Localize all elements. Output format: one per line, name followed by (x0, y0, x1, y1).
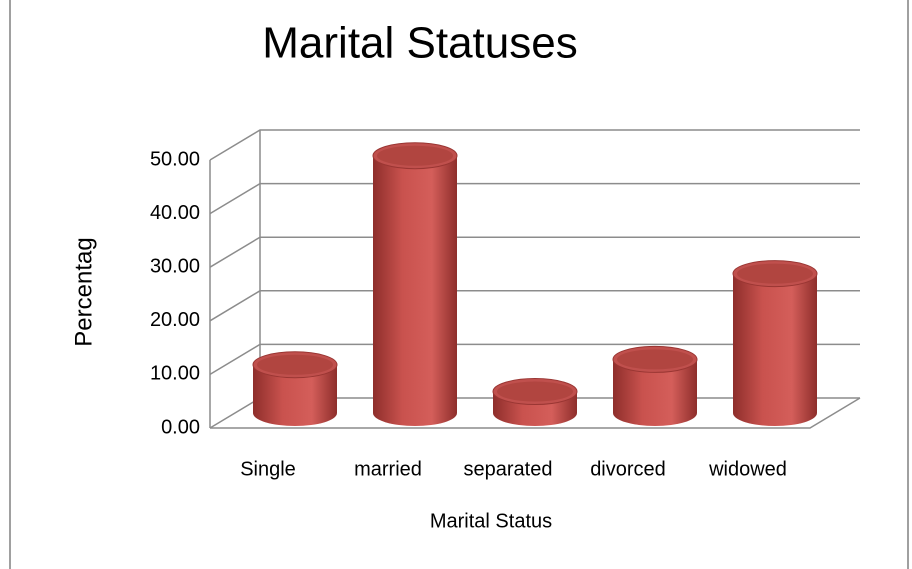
bar-top-shade (497, 381, 573, 402)
grid-line (209, 343, 860, 376)
grid-line (209, 182, 860, 215)
chart-title: Marital Statuses (262, 19, 577, 68)
grid-line (209, 129, 860, 161)
bar (253, 364, 337, 426)
x-tick-label: widowed (708, 458, 787, 480)
y-tick-label: 10.00 (150, 363, 200, 385)
y-tick-label: 50.00 (150, 148, 200, 170)
bar-top-shade (737, 263, 813, 284)
floor (210, 397, 861, 429)
bar (613, 359, 697, 426)
x-tick-label: married (354, 458, 422, 480)
x-tick-label: Single (240, 458, 296, 480)
grid-line (209, 236, 860, 268)
y-tick-label: 40.00 (150, 202, 200, 224)
bar-top-shade (617, 349, 693, 370)
x-axis-title: Marital Status (430, 510, 552, 532)
x-tick-label: divorced (590, 458, 666, 480)
x-tick-label: separated (464, 458, 553, 480)
grid-line (209, 290, 860, 322)
bar (733, 273, 817, 426)
y-axis-title: Percentag (70, 237, 97, 346)
y-tick-label: 20.00 (150, 309, 200, 331)
bar-top-shade (377, 145, 453, 166)
y-tick-label: 0.00 (161, 416, 200, 438)
bar-top-shade (257, 354, 333, 375)
bar (373, 155, 457, 426)
y-tick-label: 30.00 (150, 255, 200, 277)
